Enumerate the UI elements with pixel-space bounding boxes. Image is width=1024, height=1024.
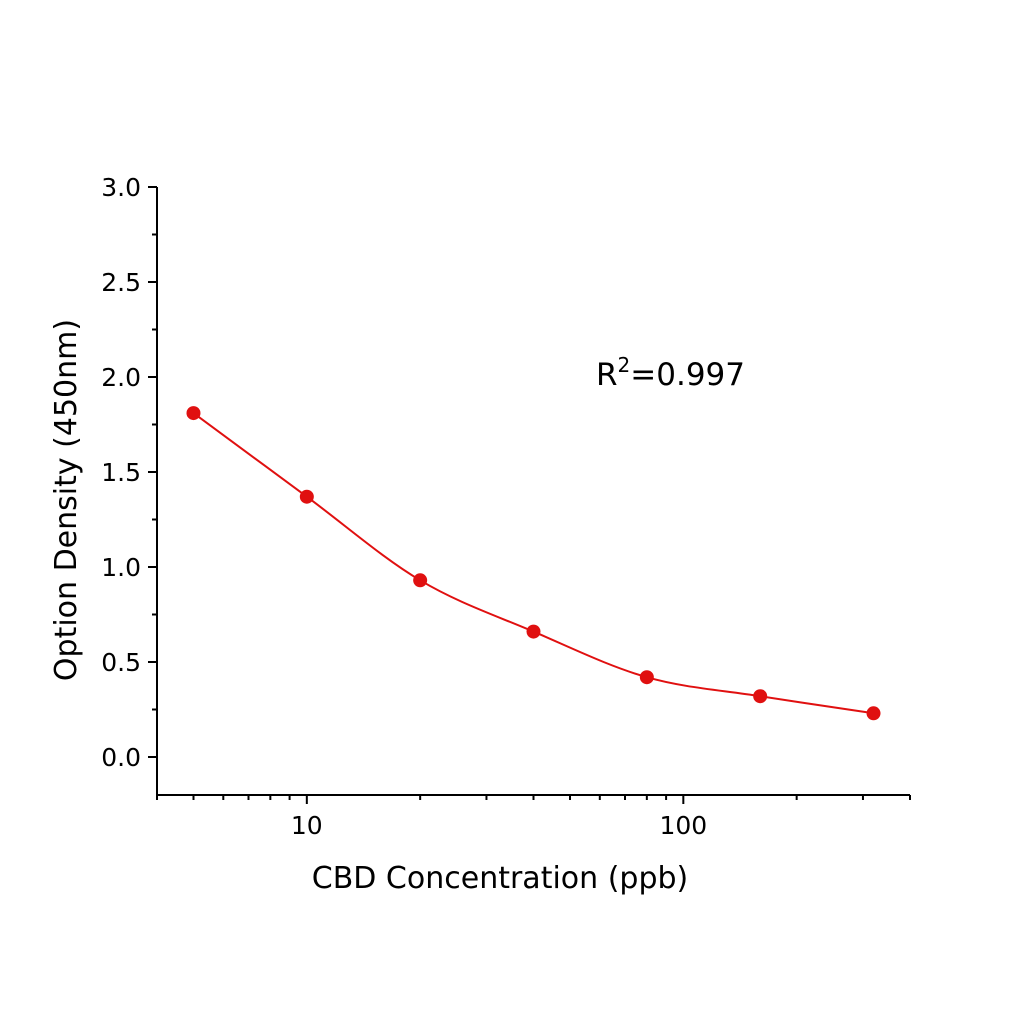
- x-tick-label: 100: [659, 811, 707, 840]
- data-point: [299, 489, 314, 504]
- r-squared-superscript: 2: [618, 353, 631, 377]
- x-tick-label: 10: [291, 811, 323, 840]
- y-tick-label: 1.0: [101, 553, 141, 582]
- y-axis-title: Option Density (450nm): [49, 319, 84, 681]
- data-point: [753, 689, 768, 704]
- y-tick-label: 1.5: [101, 458, 141, 487]
- r-squared-prefix: R: [596, 357, 618, 393]
- data-point: [186, 406, 201, 421]
- x-axis-title: CBD Concentration (ppb): [312, 861, 688, 896]
- data-point: [639, 670, 654, 685]
- y-tick-label: 2.0: [101, 363, 141, 392]
- data-points: [186, 406, 881, 721]
- data-point: [526, 624, 541, 639]
- data-point: [413, 573, 428, 588]
- r-squared-annotation: R2=0.997: [596, 353, 745, 393]
- y-tick-label: 0.0: [101, 743, 141, 772]
- data-point: [866, 706, 881, 721]
- y-tick-label: 3.0: [101, 173, 141, 202]
- y-tick-label: 2.5: [101, 268, 141, 297]
- y-tick-label: 0.5: [101, 648, 141, 677]
- axes: 0.0 0.5 1.0 1.5 2.0 2.5 3.0 10 100: [101, 173, 911, 840]
- fit-curve-group: [192, 412, 874, 715]
- r-squared-value: =0.997: [630, 357, 745, 393]
- fit-curve: [192, 412, 874, 715]
